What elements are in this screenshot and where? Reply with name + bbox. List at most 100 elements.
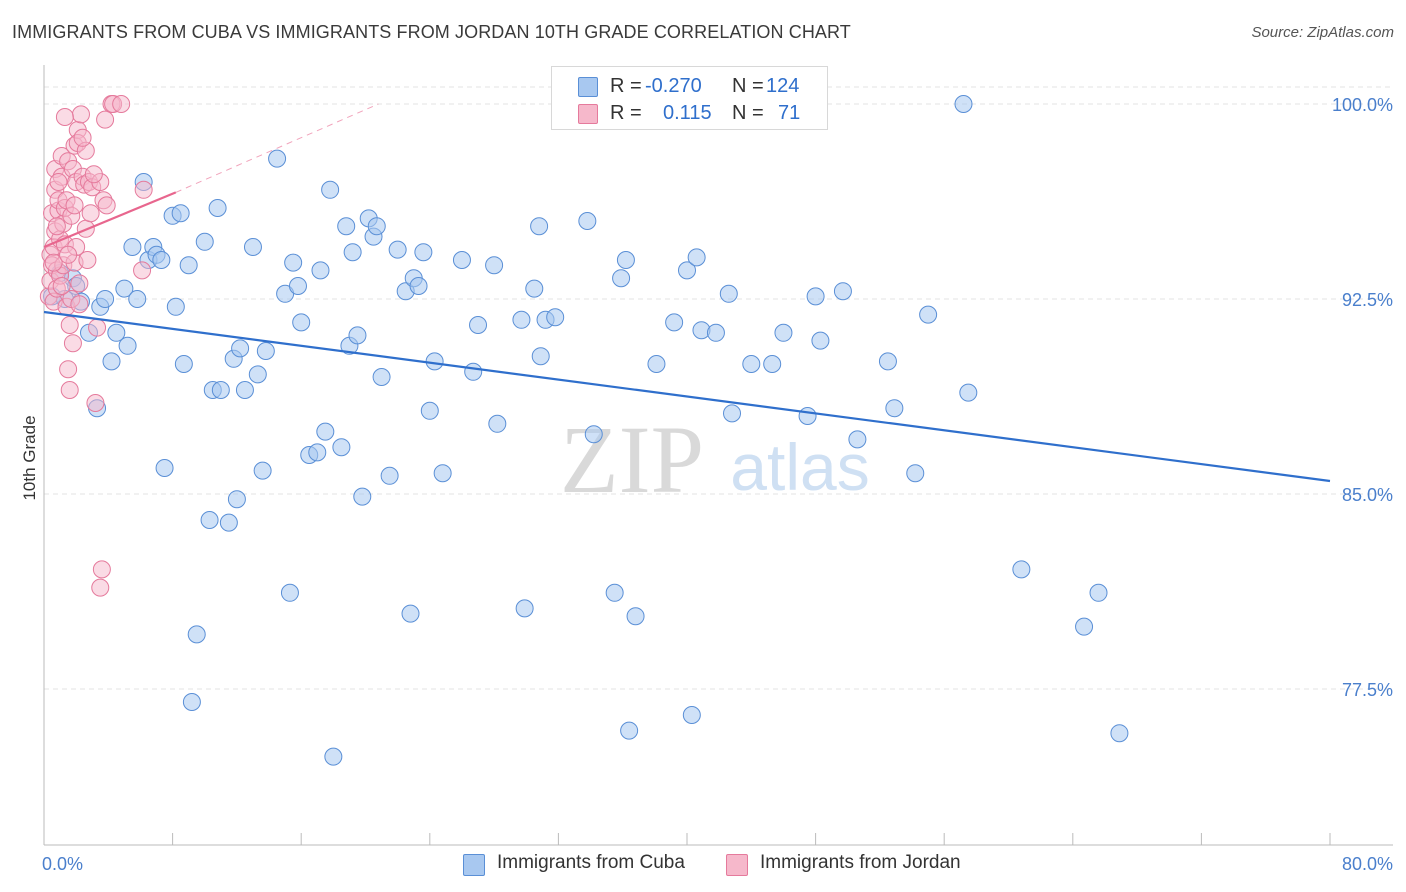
cuba-point [878, 352, 897, 371]
jordan-point [92, 560, 111, 579]
jordan-point [86, 394, 105, 412]
legend-swatch-cuba [578, 77, 598, 97]
jordan-point [59, 360, 78, 379]
cuba-point [284, 253, 303, 272]
series-swatch-jordan [726, 854, 748, 876]
cuba-point [1075, 617, 1094, 636]
legend-n-label: N = [732, 102, 764, 124]
watermark-atlas: atlas [730, 430, 869, 504]
cuba-point [171, 204, 190, 223]
cuba-point [288, 277, 307, 295]
cuba-point [1012, 560, 1031, 579]
cuba-point [182, 693, 201, 711]
jordan-point [88, 318, 107, 337]
axis-layer [43, 65, 1393, 846]
cuba-point [806, 287, 825, 306]
legend-r-value-jordan: 0.115 [663, 102, 712, 124]
jordan-trend-extension [175, 103, 379, 193]
cuba-point [155, 459, 174, 477]
cuba-point [488, 414, 507, 433]
cuba-point [253, 461, 272, 480]
legend-n-label: N = [732, 75, 764, 97]
cuba-point [96, 290, 115, 308]
cuba-points [43, 95, 1129, 766]
cuba-point [227, 490, 246, 509]
jordan-point [84, 165, 103, 184]
cuba-point [102, 352, 121, 371]
cuba-point [525, 279, 544, 298]
cuba-point [811, 331, 830, 350]
cuba-point [530, 217, 549, 236]
tick-labels: 100.0% 92.5% 85.0% 77.5% 0.0% 80.0% [42, 95, 1393, 874]
cuba-point [372, 368, 391, 386]
cuba-point [332, 438, 351, 457]
x-tick-label-max: 80.0% [1342, 854, 1393, 874]
jordan-points [39, 95, 153, 597]
cuba-point [248, 365, 267, 384]
jordan-point [65, 196, 84, 215]
y-tick-label: 100.0% [1332, 95, 1393, 115]
cuba-point [200, 511, 219, 529]
cuba-point [959, 383, 978, 402]
legend-n-value-jordan: 71 [778, 102, 801, 124]
cuba-point [706, 323, 725, 342]
cuba-point [367, 217, 386, 236]
cuba-trend-line [43, 310, 1331, 483]
cuba-point [107, 323, 126, 342]
jordan-point [73, 128, 92, 147]
cuba-point [723, 404, 742, 423]
jordan-point [96, 110, 115, 129]
series-swatch-cuba [463, 854, 485, 876]
cuba-point [719, 284, 738, 303]
cuba-point [388, 240, 407, 259]
cuba-point [321, 180, 340, 199]
jordan-point [60, 316, 79, 334]
jordan-point [70, 274, 89, 293]
cuba-point [469, 316, 488, 334]
watermark-zip: ZIP [560, 406, 704, 513]
series-label-cuba: Immigrants from Cuba [497, 852, 685, 873]
cuba-point [605, 583, 624, 602]
cuba-point [123, 238, 142, 256]
legend-row-jordan: R = 0.115 N = 71 [552, 101, 827, 127]
cuba-point [763, 355, 782, 373]
cuba-point [311, 261, 330, 280]
jordan-point [59, 245, 78, 264]
source-label: Source: ZipAtlas.com [1251, 24, 1394, 41]
cuba-point [343, 243, 362, 262]
cuba-point [118, 336, 137, 355]
stats-legend: R = -0.270 N = 124 R = 0.115 N = 71 [551, 66, 828, 130]
jordan-point [55, 108, 74, 126]
jordan-point [112, 95, 131, 113]
cuba-point [187, 625, 206, 644]
cuba-point [515, 599, 534, 618]
x-tick-label-min: 0.0% [42, 854, 83, 874]
cuba-point [420, 401, 439, 420]
cuba-point [219, 513, 238, 532]
cuba-point [128, 290, 147, 308]
jordan-point [97, 196, 116, 215]
cuba-point [742, 355, 761, 373]
cuba-point [195, 232, 214, 251]
cuba-point [848, 430, 867, 449]
cuba-point [531, 347, 550, 366]
jordan-point [60, 381, 79, 399]
cuba-point [678, 261, 696, 280]
cuba-point [774, 323, 793, 342]
cuba-point [280, 583, 299, 602]
cuba-point [324, 747, 343, 766]
cuba-point [316, 422, 335, 441]
cuba-point [1110, 724, 1129, 743]
cuba-point [647, 355, 666, 373]
cuba-point [292, 313, 311, 332]
series-label-jordan: Immigrants from Jordan [760, 852, 961, 873]
cuba-point [409, 277, 428, 295]
jordan-point [47, 217, 66, 236]
cuba-point [512, 310, 531, 329]
cuba-point [578, 212, 597, 230]
cuba-point [464, 362, 483, 381]
cuba-point [954, 95, 973, 113]
cuba-point [584, 425, 603, 444]
cuba-point [1089, 583, 1108, 602]
